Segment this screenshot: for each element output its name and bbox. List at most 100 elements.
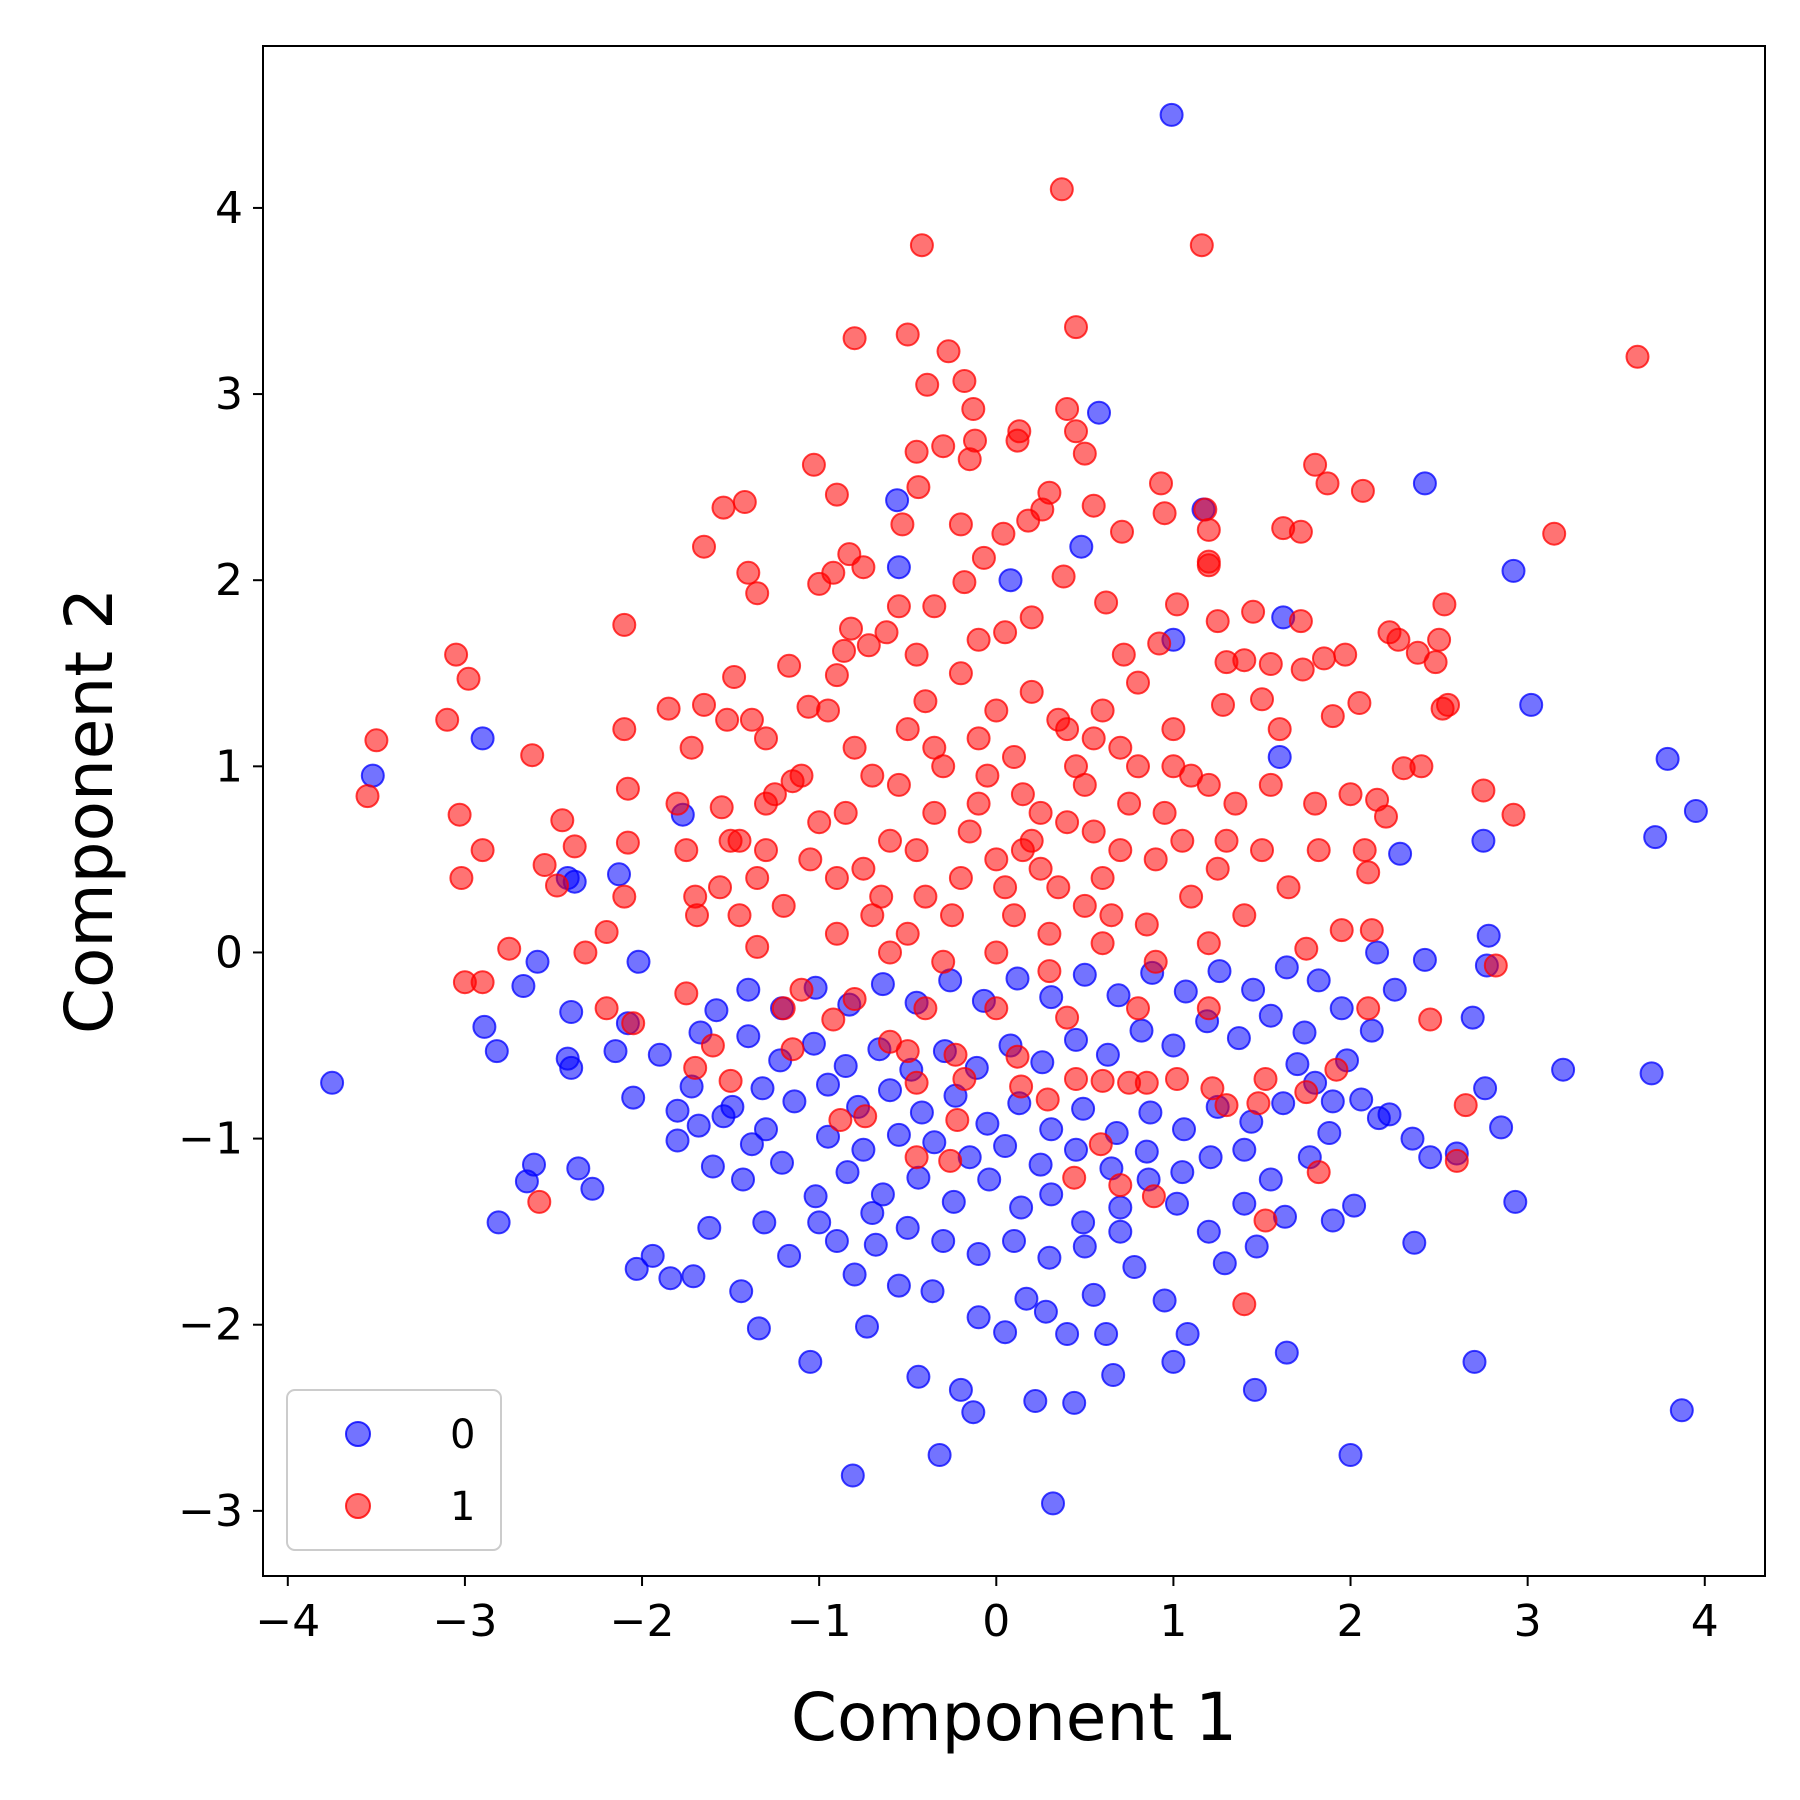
- series-0-point: [754, 1117, 778, 1142]
- series-1-point: [856, 633, 881, 658]
- series-1-point: [909, 233, 934, 258]
- series-0-point: [484, 1039, 509, 1064]
- y-tick-label: 4: [215, 183, 243, 234]
- series-1-point: [913, 689, 938, 714]
- series-1-point: [948, 866, 973, 890]
- series-1-point: [1051, 564, 1076, 589]
- series-1-point: [1211, 692, 1235, 717]
- series-0-point: [1241, 977, 1266, 1002]
- series-1-point: [780, 1037, 805, 1062]
- series-1-point: [904, 838, 929, 863]
- series-0-point: [1359, 1018, 1384, 1043]
- series-1-point: [895, 717, 920, 742]
- series-0-point: [1039, 1182, 1064, 1207]
- series-0-point: [993, 1320, 1018, 1345]
- series-0-point: [1072, 962, 1097, 987]
- series-1-point: [1347, 691, 1372, 715]
- series-1-point: [824, 663, 849, 688]
- series-0-point: [798, 1349, 823, 1374]
- series-0-point: [736, 977, 761, 1002]
- series-1-point: [1288, 519, 1313, 544]
- series-1-point: [1444, 1148, 1469, 1173]
- series-0-point: [1002, 1229, 1026, 1253]
- series-1-point: [754, 838, 778, 863]
- series-1-point: [906, 475, 931, 500]
- series-1-point: [1329, 918, 1354, 943]
- series-0-point: [816, 1072, 840, 1097]
- series-0-point: [777, 1243, 802, 1268]
- series-0-point: [1317, 1121, 1342, 1145]
- series-0-point: [1473, 1076, 1498, 1101]
- series-1-point: [1193, 497, 1218, 522]
- series-1-point: [993, 875, 1018, 900]
- series-1-point: [890, 512, 915, 537]
- series-1-point: [435, 707, 460, 732]
- series-0-point: [580, 1176, 605, 1201]
- series-1-point: [1294, 936, 1319, 961]
- series-0-point: [1412, 471, 1437, 496]
- series-0-point: [1072, 1234, 1097, 1259]
- series-0-point: [1683, 799, 1708, 823]
- x-tick-label: 1: [1159, 1596, 1187, 1647]
- series-1-point: [745, 581, 770, 606]
- series-1-point: [922, 594, 947, 619]
- series-0-point: [975, 1111, 1000, 1136]
- series-1-point: [665, 791, 690, 816]
- series-0-point: [1476, 923, 1501, 948]
- series-0-point: [1101, 1363, 1126, 1387]
- series-1-point: [895, 1039, 920, 1064]
- series-1-point: [895, 921, 920, 946]
- series-0-point: [927, 1443, 952, 1467]
- series-1-point: [1055, 810, 1080, 835]
- series-1-point: [966, 726, 991, 751]
- series-0-point: [665, 1098, 690, 1123]
- series-0-point: [752, 1210, 777, 1235]
- series-0-point: [700, 1154, 725, 1179]
- series-1-point: [952, 570, 977, 595]
- y-tick-label: 3: [215, 369, 243, 420]
- series-1-point: [727, 903, 752, 928]
- series-0-point: [665, 1128, 690, 1153]
- series-0-point: [1460, 1005, 1485, 1030]
- series-1-point: [1258, 772, 1283, 797]
- series-0-point: [1274, 955, 1299, 980]
- series-0-point: [1503, 1189, 1528, 1214]
- series-1-point: [1214, 1093, 1239, 1118]
- series-1-point: [612, 717, 637, 742]
- series-1-point: [922, 735, 947, 760]
- series-1-point: [1196, 996, 1221, 1021]
- series-1-point: [1149, 471, 1173, 496]
- series-0-point: [1064, 1027, 1088, 1052]
- series-0-point: [1069, 534, 1094, 559]
- series-0-point: [1342, 1193, 1367, 1218]
- series-1-point: [904, 439, 929, 464]
- x-tick-label: −1: [787, 1596, 852, 1647]
- series-0-point: [977, 1167, 1002, 1192]
- series-1-point: [573, 940, 598, 965]
- series-0-point: [1377, 1102, 1402, 1127]
- series-1-point: [1250, 838, 1274, 863]
- series-1-point: [1542, 521, 1567, 546]
- series-1-point: [943, 1042, 968, 1067]
- series-1-point: [1223, 791, 1248, 816]
- series-0-point: [1108, 1195, 1133, 1220]
- series-0-point: [886, 1273, 911, 1298]
- series-0-point: [1271, 1091, 1296, 1116]
- series-0-point: [1388, 841, 1413, 866]
- series-1-point: [1359, 918, 1384, 943]
- x-tick-label: 4: [1691, 1596, 1719, 1647]
- series-1-point: [1111, 642, 1136, 667]
- series-0-point: [1273, 1204, 1297, 1229]
- series-1-point: [1037, 921, 1062, 946]
- series-0-point: [1198, 1145, 1223, 1170]
- series-1-point: [1055, 397, 1080, 421]
- series-0-point: [472, 1014, 497, 1039]
- series-1-point: [1205, 609, 1230, 634]
- series-0-point: [1138, 1100, 1163, 1125]
- legend-label-0: 0: [450, 1412, 475, 1458]
- series-1-point: [1258, 652, 1283, 676]
- series-0-point: [1501, 558, 1526, 583]
- series-0-point: [770, 1150, 794, 1175]
- series-1-point: [853, 1104, 878, 1129]
